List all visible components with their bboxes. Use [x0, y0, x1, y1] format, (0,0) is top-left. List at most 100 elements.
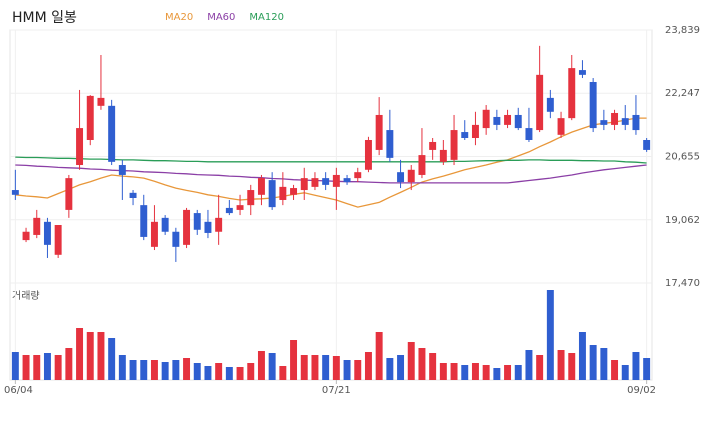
volume-bar [247, 363, 255, 380]
volume-bar [546, 290, 554, 380]
volume-bar [76, 328, 84, 380]
candle-body [204, 221, 212, 233]
candle-body [268, 180, 276, 208]
candle-body [643, 139, 651, 150]
candle-body [332, 174, 340, 187]
candle-body [22, 231, 30, 241]
candle-body [257, 178, 265, 195]
y-tick-label: 22,247 [665, 88, 700, 99]
candle-body [621, 118, 629, 125]
volume-bar [418, 348, 426, 380]
candle-body [418, 155, 426, 175]
volume-bar [450, 363, 458, 380]
volume-bar [611, 360, 619, 380]
candle-body [343, 178, 351, 183]
legend-entry: MA120 [249, 12, 284, 23]
candle-body [471, 124, 479, 139]
candle-body [589, 81, 597, 129]
candle-body [568, 68, 576, 119]
candle-body [236, 205, 244, 210]
volume-bar [407, 342, 415, 380]
volume-bar [364, 352, 372, 380]
volume-bar [257, 351, 265, 380]
candle-body [279, 186, 287, 200]
volume-bar [375, 332, 383, 380]
volume-bar [118, 355, 126, 380]
x-tick-label: 09/02 [627, 385, 656, 396]
candle-body [215, 217, 223, 232]
candle-body [578, 70, 586, 75]
volume-bar [140, 360, 148, 380]
volume-bar [557, 350, 565, 380]
volume-bar [589, 345, 597, 380]
candle-body [76, 128, 84, 166]
legend-entry: MA20 [165, 12, 193, 23]
candle-body [397, 172, 405, 183]
y-tick-label: 19,062 [665, 215, 700, 226]
candle-body [247, 190, 255, 206]
candle-body [172, 231, 180, 247]
candle-body [65, 178, 73, 210]
volume-bar [236, 367, 244, 380]
volume-bar [161, 362, 169, 380]
candle-body [632, 114, 640, 131]
volume-bar [332, 356, 340, 380]
candle-body [557, 118, 565, 135]
candle-body [161, 217, 169, 232]
volume-bar [225, 367, 233, 380]
candle-body [546, 97, 554, 112]
volume-bar [397, 355, 405, 380]
volume-bar [461, 365, 469, 380]
volume-bar [632, 352, 640, 380]
candle-body [407, 169, 415, 183]
volume-bar [311, 355, 319, 380]
volume-bar [578, 332, 586, 380]
candle-body [290, 188, 298, 195]
volume-bar [11, 352, 19, 380]
volume-bar [504, 365, 512, 380]
candle-body [504, 114, 512, 125]
volume-bar [621, 365, 629, 380]
ma-line [15, 164, 647, 184]
candle-body [525, 128, 533, 140]
x-tick-label: 07/21 [322, 385, 351, 396]
candle-body [118, 165, 126, 175]
candle-body [108, 105, 116, 162]
candle-body [450, 130, 458, 160]
candle-body [354, 172, 362, 179]
volume-bar [193, 363, 201, 380]
candle-body [386, 130, 394, 158]
volume-bar [54, 355, 62, 380]
volume-bar [514, 365, 522, 380]
candle-body [461, 132, 469, 139]
y-tick-label: 23,839 [665, 25, 700, 36]
candle-body [54, 225, 62, 255]
volume-bar [643, 358, 651, 380]
volume-bar [568, 353, 576, 380]
candle-body [364, 139, 372, 170]
volume-bar [290, 340, 298, 380]
volume-bar [204, 366, 212, 380]
candle-body [33, 217, 41, 235]
y-tick-label: 20,655 [665, 151, 700, 162]
volume-bar [600, 348, 608, 380]
candle-body [439, 149, 447, 162]
volume-bar [183, 358, 191, 380]
candle-body [225, 207, 233, 214]
candle-body [193, 213, 201, 230]
candle-body [183, 209, 191, 245]
candle-body [611, 112, 619, 125]
volume-bar [439, 363, 447, 380]
legend-entry: MA60 [207, 12, 235, 23]
volume-bar [129, 360, 137, 380]
volume-bar [172, 360, 180, 380]
candle-body [375, 114, 383, 150]
volume-bar [150, 360, 158, 380]
ma-line [15, 117, 647, 208]
volume-bar [429, 353, 437, 380]
volume-bar [482, 365, 490, 380]
volume-bar [525, 350, 533, 380]
volume-bar [322, 355, 330, 380]
plot-frame [9, 29, 653, 381]
candle-body [43, 221, 51, 245]
